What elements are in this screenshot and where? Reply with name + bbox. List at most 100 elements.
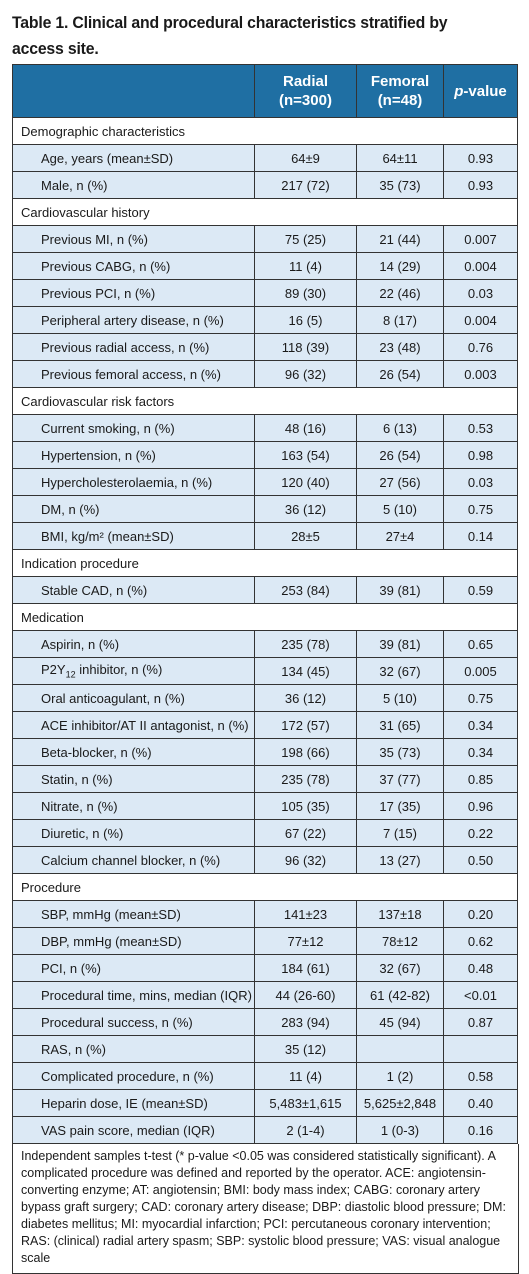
row-label: SBP, mmHg (mean±SD) [12, 900, 255, 928]
table-row: RAS, n (%) 35 (12) [12, 1035, 518, 1063]
row-label: Previous CABG, n (%) [12, 252, 255, 280]
radial-value: 96 (32) [254, 360, 357, 388]
section-title: Indication procedure [12, 549, 518, 577]
p-value: 0.004 [443, 252, 518, 280]
header-femoral-n: (n=48) [377, 92, 423, 109]
header-p-letter: p [454, 82, 464, 100]
femoral-value: 64±11 [356, 144, 444, 172]
table-row: VAS pain score, median (IQR) 2 (1-4) 1 (0-… [12, 1116, 518, 1144]
p-value: 0.85 [443, 765, 518, 793]
table-row: Age, years (mean±SD) 64±9 64±11 0.93 [12, 144, 518, 172]
p-value: 0.22 [443, 819, 518, 847]
radial-value: 184 (61) [254, 954, 357, 982]
p-value: 0.48 [443, 954, 518, 982]
p-value: 0.16 [443, 1116, 518, 1144]
femoral-value: 137±18 [356, 900, 444, 928]
p-value: 0.98 [443, 441, 518, 469]
row-label: Statin, n (%) [12, 765, 255, 793]
p-value: 0.20 [443, 900, 518, 928]
radial-value: 67 (22) [254, 819, 357, 847]
header-blank-cell [12, 64, 255, 118]
femoral-value: 14 (29) [356, 252, 444, 280]
row-label: RAS, n (%) [12, 1035, 255, 1063]
header-p-value: p-value [443, 64, 518, 118]
characteristics-table: Radial (n=300) Femoral (n=48) p-value De… [12, 64, 518, 1144]
femoral-value: 5 (10) [356, 495, 444, 523]
table-footnote: Independent samples t-test (* p-value <0… [12, 1144, 519, 1274]
section-title: Cardiovascular risk factors [12, 387, 518, 415]
table-row: Hypertension, n (%) 163 (54) 26 (54) 0.98 [12, 441, 518, 469]
p-value: 0.34 [443, 738, 518, 766]
radial-value: 283 (94) [254, 1008, 357, 1036]
header-radial-n: (n=300) [279, 92, 332, 109]
row-label: Calcium channel blocker, n (%) [12, 846, 255, 874]
p-value: 0.14 [443, 522, 518, 550]
row-label: Aspirin, n (%) [12, 630, 255, 658]
p-value: 0.34 [443, 711, 518, 739]
p-value: 0.003 [443, 360, 518, 388]
femoral-value: 35 (73) [356, 171, 444, 199]
radial-value: 141±23 [254, 900, 357, 928]
row-label: VAS pain score, median (IQR) [12, 1116, 255, 1144]
femoral-value: 5 (10) [356, 684, 444, 712]
radial-value: 36 (12) [254, 495, 357, 523]
table-row: Heparin dose, IE (mean±SD) 5,483±1,615 5,6… [12, 1089, 518, 1117]
row-label: Peripheral artery disease, n (%) [12, 306, 255, 334]
section-title: Cardiovascular history [12, 198, 518, 226]
row-label: PCI, n (%) [12, 954, 255, 982]
section-title: Demographic characteristics [12, 117, 518, 145]
radial-value: 11 (4) [254, 252, 357, 280]
radial-value: 35 (12) [254, 1035, 357, 1063]
row-label: Procedural success, n (%) [12, 1008, 255, 1036]
table-row: Procedural time, mins, median (IQR) 44 (2… [12, 981, 518, 1009]
femoral-value [356, 1035, 444, 1063]
row-label: Previous femoral access, n (%) [12, 360, 255, 388]
row-label: Oral anticoagulant, n (%) [12, 684, 255, 712]
table-row: Nitrate, n (%) 105 (35) 17 (35) 0.96 [12, 792, 518, 820]
table-row: Male, n (%) 217 (72) 35 (73) 0.93 [12, 171, 518, 199]
table-row: Statin, n (%) 235 (78) 37 (77) 0.85 [12, 765, 518, 793]
section-row: Cardiovascular history [12, 198, 518, 226]
radial-value: 11 (4) [254, 1062, 357, 1090]
p-value: 0.87 [443, 1008, 518, 1036]
row-label: Age, years (mean±SD) [12, 144, 255, 172]
table-row: Aspirin, n (%) 235 (78) 39 (81) 0.65 [12, 630, 518, 658]
femoral-value: 35 (73) [356, 738, 444, 766]
p-value: 0.75 [443, 495, 518, 523]
radial-value: 120 (40) [254, 468, 357, 496]
p-value: 0.50 [443, 846, 518, 874]
row-label-text-after: inhibitor, n (%) [75, 662, 163, 678]
table-row: Beta-blocker, n (%) 198 (66) 35 (73) 0.34 [12, 738, 518, 766]
row-label: Stable CAD, n (%) [12, 576, 255, 604]
p-value: 0.03 [443, 468, 518, 496]
table-caption: Table 1. Clinical and procedural charact… [12, 13, 448, 58]
table-row: Hypercholesterolaemia, n (%) 120 (40) 27 (… [12, 468, 518, 496]
header-femoral: Femoral (n=48) [356, 64, 444, 118]
radial-value: 48 (16) [254, 414, 357, 442]
p-value: 0.58 [443, 1062, 518, 1090]
header-radial-name: Radial [282, 73, 328, 90]
row-label-subscript: 12 [65, 669, 76, 680]
table-row: Calcium channel blocker, n (%) 96 (32) 13 … [12, 846, 518, 874]
radial-value: 44 (26-60) [254, 981, 357, 1009]
p-value: 0.005 [443, 657, 518, 685]
row-label: DM, n (%) [12, 495, 255, 523]
table-row: PCI, n (%) 184 (61) 32 (67) 0.48 [12, 954, 518, 982]
row-label: Previous PCI, n (%) [12, 279, 255, 307]
row-label: Previous radial access, n (%) [12, 333, 255, 361]
p-value: 0.65 [443, 630, 518, 658]
radial-value: 118 (39) [254, 333, 357, 361]
row-label: Diuretic, n (%) [12, 819, 255, 847]
femoral-value: 39 (81) [356, 630, 444, 658]
femoral-value: 32 (67) [356, 657, 444, 685]
p-value: <0.01 [443, 981, 518, 1009]
radial-value: 64±9 [254, 144, 357, 172]
row-label: Complicated procedure, n (%) [12, 1062, 255, 1090]
femoral-value: 27±4 [356, 522, 444, 550]
section-title: Medication [12, 603, 518, 631]
p-value: 0.40 [443, 1089, 518, 1117]
radial-value: 16 (5) [254, 306, 357, 334]
table-row: Previous femoral access, n (%) 96 (32) 26 … [12, 360, 518, 388]
row-label: Heparin dose, IE (mean±SD) [12, 1089, 255, 1117]
table-row: DBP, mmHg (mean±SD) 77±12 78±12 0.62 [12, 927, 518, 955]
